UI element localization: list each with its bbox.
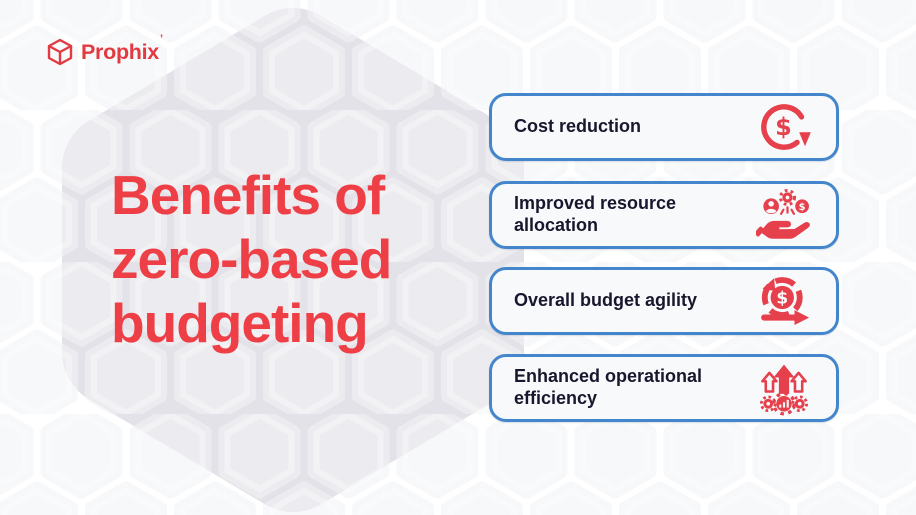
benefit-label: Overall budget agility (514, 290, 698, 311)
svg-text:$: $ (776, 288, 788, 308)
benefit-card-resource-allocation: Improved resource allocation $ (489, 181, 839, 249)
title-line-2: zero-based (111, 228, 392, 290)
benefit-card-budget-agility: Overall budget agility $ (489, 267, 839, 335)
logo-trademark: ’ (159, 32, 163, 45)
benefit-label: Cost reduction (514, 116, 642, 137)
benefit-card-operational-efficiency: Enhanced operational efficiency (489, 354, 839, 422)
hand-giving-resources-icon: $ (756, 187, 812, 243)
cube-logo-icon (47, 38, 73, 66)
benefit-card-cost-reduction: Cost reduction $ (489, 93, 839, 161)
svg-text:$: $ (799, 202, 806, 213)
logo-text: Prophix’ (81, 32, 163, 64)
dollar-decrease-icon: $ (756, 99, 812, 155)
page-title: Benefits of zero-based budgeting (111, 163, 392, 355)
dollar-cycle-arrow-icon: $ (756, 273, 812, 329)
benefit-label: Improved resource allocation (514, 193, 677, 235)
svg-text:$: $ (775, 113, 792, 141)
prophix-logo: Prophix’ (46, 32, 163, 66)
benefit-label: Enhanced operational efficiency (514, 366, 703, 408)
title-line-1: Benefits of (111, 164, 385, 226)
growth-arrows-gears-icon (756, 360, 812, 416)
title-line-3: budgeting (111, 292, 369, 354)
